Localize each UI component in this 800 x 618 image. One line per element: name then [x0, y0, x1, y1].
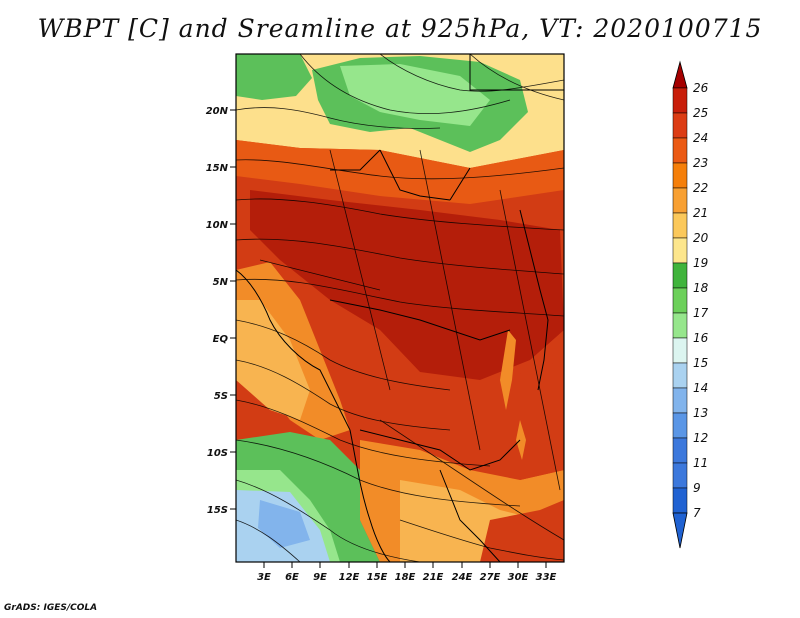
- colorbar-label-12: 12: [693, 431, 708, 445]
- north-west-green-zone: [236, 54, 312, 100]
- southeast-red-zone: [480, 500, 564, 562]
- west-coastline: [236, 269, 391, 562]
- lake-malawi: [516, 420, 526, 460]
- colorbar-label-17: 17: [693, 306, 709, 320]
- colorbar-label-14: 14: [693, 381, 708, 395]
- colorbar-label-13: 13: [693, 406, 708, 420]
- southern-borders: [359, 429, 521, 471]
- colorbar-label-19: 19: [693, 256, 708, 270]
- lat-label-20n: 20N: [206, 106, 229, 117]
- colorbar-label-15: 15: [693, 356, 708, 370]
- colorbar-segment-8: [672, 262, 688, 289]
- colorbar-segment-4: [672, 162, 688, 189]
- colorbar-label-22: 22: [693, 181, 708, 195]
- colorbar-segment-16: [672, 462, 688, 489]
- lat-label-10s: 10S: [207, 448, 228, 459]
- lon-label-15e: 15E: [367, 572, 388, 583]
- north-light-green-zone: [340, 64, 490, 126]
- colorbar-segment-9: [672, 287, 688, 314]
- colorbar-segment-3: [672, 137, 688, 164]
- colorbar-segment-7: [672, 237, 688, 264]
- map-title: WBPT [C] and Sreamline at 925hPa, VT: 20…: [37, 14, 763, 43]
- north-orange-band: [236, 140, 564, 204]
- lon-label-21e: 21E: [423, 572, 444, 583]
- colorbar-label-24: 24: [693, 131, 708, 145]
- temperature-field: [236, 54, 564, 562]
- colorbar-segment-18: [672, 512, 688, 549]
- map-frame: [235, 53, 565, 563]
- colorbar-segment-12: [672, 362, 688, 389]
- colorbar-segment-6: [672, 212, 688, 239]
- lat-label-10n: 10N: [206, 220, 229, 231]
- lat-label-eq: EQ: [213, 334, 229, 345]
- lat-axis: 20N 15N 10N 5N EQ 5S 10S 15S: [206, 106, 236, 516]
- lon-label-12e: 12E: [339, 572, 360, 583]
- central-dark-red-zone: [250, 190, 564, 380]
- sahara-border: [469, 54, 564, 91]
- east-red-zone: [500, 360, 564, 480]
- colorbar-segment-10: [672, 312, 688, 339]
- lon-label-24e: 24E: [452, 572, 473, 583]
- lon-label-27e: 27E: [480, 572, 501, 583]
- lat-label-5n: 5N: [213, 277, 229, 288]
- west-coast-light-zone: [236, 300, 310, 420]
- colorbar: 26 25 24 23 22 21 20 19 18 17 16 15 14 1…: [672, 60, 709, 549]
- lon-label-3e: 3E: [257, 572, 271, 583]
- colorbar-label-20: 20: [693, 231, 709, 245]
- colorbar-label-7: 7: [693, 506, 701, 520]
- lat-label-15s: 15S: [207, 505, 228, 516]
- borders: [236, 54, 564, 562]
- lon-label-9e: 9E: [313, 572, 327, 583]
- colorbar-segment-15: [672, 437, 688, 464]
- colorbar-label-23: 23: [693, 156, 708, 170]
- colorbar-segment-13: [672, 387, 688, 414]
- south-borders: [439, 469, 501, 562]
- lake-tanganyika: [500, 330, 516, 410]
- colorbar-segment-14: [672, 412, 688, 439]
- lon-label-6e: 6E: [285, 572, 299, 583]
- colorbar-label-26: 26: [693, 81, 709, 95]
- central-borders: [329, 299, 511, 341]
- lon-label-33e: 33E: [536, 572, 557, 583]
- southwest-blue-zone: [258, 500, 310, 548]
- colorbar-label-25: 25: [693, 106, 708, 120]
- lon-label-18e: 18E: [395, 572, 416, 583]
- colorbar-segment-17: [672, 487, 688, 514]
- colorbar-label-16: 16: [693, 331, 709, 345]
- lon-axis: 3E 6E 9E 12E 15E 18E 21E 24E 27E 30E 33E: [257, 562, 557, 583]
- colorbar-label-18: 18: [693, 281, 709, 295]
- colorbar-segment-0: [672, 60, 688, 89]
- lat-label-5s: 5S: [214, 391, 228, 402]
- grads-credit: GrADS: IGES/COLA: [4, 603, 98, 613]
- colorbar-label-9: 9: [693, 481, 701, 495]
- colorbar-label-11: 11: [693, 456, 708, 470]
- colorbar-label-21: 21: [693, 206, 708, 220]
- east-border: [519, 209, 549, 391]
- colorbar-segment-1: [672, 87, 688, 114]
- lon-label-30e: 30E: [508, 572, 529, 583]
- northern-borders: [330, 149, 471, 201]
- lat-label-15n: 15N: [206, 163, 229, 174]
- colorbar-segment-11: [672, 337, 688, 364]
- colorbar-segment-2: [672, 112, 688, 139]
- colorbar-segment-5: [672, 187, 688, 214]
